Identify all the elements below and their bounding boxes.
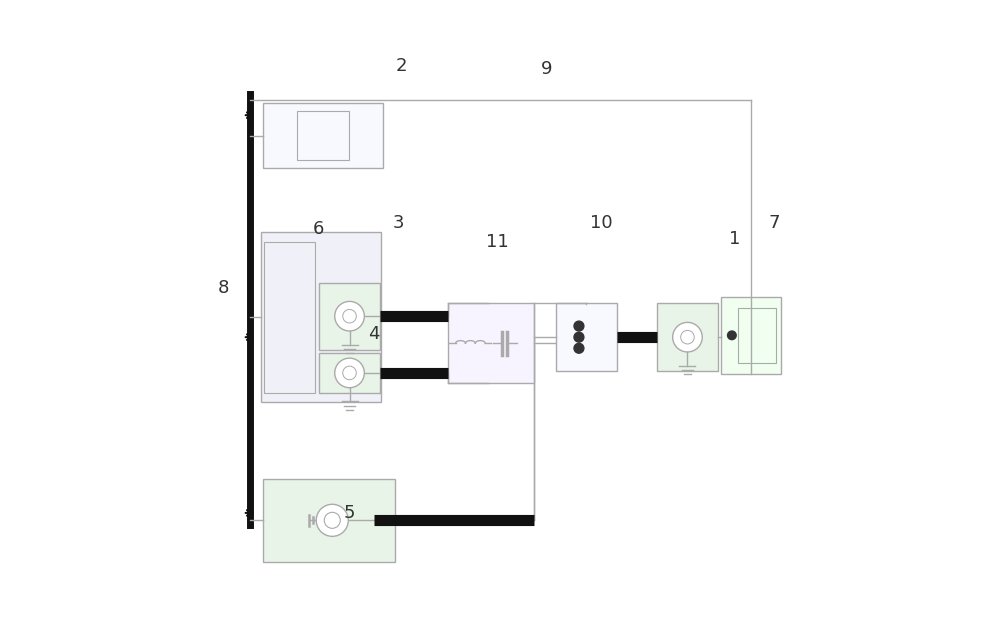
Circle shape xyxy=(335,358,364,387)
Text: 11: 11 xyxy=(486,232,508,251)
Text: 9: 9 xyxy=(540,60,552,78)
Circle shape xyxy=(343,309,356,323)
Bar xyxy=(261,232,381,402)
Circle shape xyxy=(681,331,694,344)
Circle shape xyxy=(574,343,584,353)
Bar xyxy=(263,103,383,168)
Bar xyxy=(263,479,395,562)
Circle shape xyxy=(343,366,356,380)
Circle shape xyxy=(316,504,348,536)
Circle shape xyxy=(335,301,364,331)
Text: 7: 7 xyxy=(769,214,780,232)
Bar xyxy=(264,242,315,392)
Text: 10: 10 xyxy=(590,214,613,232)
Bar xyxy=(556,303,617,371)
Text: 2: 2 xyxy=(396,57,407,75)
Bar xyxy=(738,308,776,363)
Bar xyxy=(319,283,380,349)
Circle shape xyxy=(728,331,736,339)
Bar xyxy=(319,352,380,392)
Text: 4: 4 xyxy=(368,325,379,343)
Circle shape xyxy=(574,321,584,331)
Text: 1: 1 xyxy=(729,229,740,248)
Circle shape xyxy=(324,512,340,528)
Bar xyxy=(721,297,781,374)
Text: 5: 5 xyxy=(343,504,355,522)
Bar xyxy=(657,303,718,371)
Bar xyxy=(297,111,349,160)
Circle shape xyxy=(673,322,702,352)
Text: 8: 8 xyxy=(218,279,229,297)
Circle shape xyxy=(574,332,584,342)
Text: 3: 3 xyxy=(393,214,404,232)
Bar xyxy=(448,303,534,383)
Text: 6: 6 xyxy=(312,220,324,238)
